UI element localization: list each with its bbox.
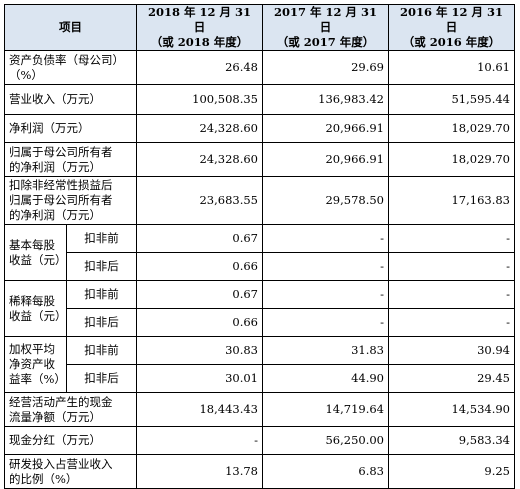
cell-2018: 23,683.55 (136, 176, 263, 225)
header-2016: 2016 年 12 月 31 日 （或 2016 年度） (388, 4, 515, 51)
row-sublabel: 扣非前 (66, 336, 137, 365)
cell-2017: 29,578.50 (262, 176, 389, 225)
cell-2018: 30.83 (136, 336, 263, 365)
cell-2016: 10.61 (388, 50, 515, 85)
cell-2016: - (388, 308, 515, 337)
cell-2016: - (388, 280, 515, 309)
cell-2018: - (136, 426, 263, 455)
header-item: 项目 (4, 4, 137, 51)
cell-2017: 6.83 (262, 454, 389, 489)
table-row-parent-net-profit-adjusted: 扣除非经常性损益后 归属于母公司所有者 的净利润（万元） 23,683.55 2… (4, 176, 515, 225)
table-row-operating-cash-flow: 经营活动产生的现金 流量净额（万元） 18,443.43 14,719.64 1… (4, 392, 515, 427)
cell-2016: - (388, 224, 515, 253)
table-row-roe-after: 扣非后 30.01 44.90 29.45 (5, 364, 515, 393)
cell-2017: - (262, 280, 389, 309)
table-row-basic-eps-before: 基本每股 收益（元） 扣非前 0.67 - - (4, 224, 515, 281)
cell-2018: 0.66 (136, 308, 263, 337)
cell-2017: 136,983.42 (262, 84, 389, 115)
cell-2018: 18,443.43 (136, 392, 263, 427)
row-sublabel: 扣非前 (66, 224, 137, 253)
cell-2016: 9,583.34 (388, 426, 515, 455)
cell-2018: 24,328.60 (136, 142, 263, 177)
cell-2017: 14,719.64 (262, 392, 389, 427)
cell-2017: - (262, 252, 389, 281)
financial-indicators-table: 项目 2018 年 12 月 31 日 （或 2018 年度） 2017 年 1… (4, 4, 515, 489)
header-2017: 2017 年 12 月 31 日 （或 2017 年度） (262, 4, 389, 51)
row-label: 归属于母公司所有者 的净利润（万元） (4, 142, 137, 177)
cell-2016: 14,534.90 (388, 392, 515, 427)
cell-2017: 20,966.91 (262, 142, 389, 177)
table-row-net-profit: 净利润（万元） 24,328.60 20,966.91 18,029.70 (4, 114, 515, 143)
row-sublabel: 扣非后 (66, 364, 137, 393)
row-label: 稀释每股 收益（元） (4, 280, 67, 337)
cell-2017: 29.69 (262, 50, 389, 85)
cell-2016: 17,163.83 (388, 176, 515, 225)
cell-2016: 30.94 (388, 336, 515, 365)
row-label: 净利润（万元） (4, 114, 137, 143)
cell-2018: 13.78 (136, 454, 263, 489)
cell-2017: 31.83 (262, 336, 389, 365)
table-row-diluted-eps-before: 稀释每股 收益（元） 扣非前 0.67 - - (4, 280, 515, 337)
cell-2018: 100,508.35 (136, 84, 263, 115)
row-label: 加权平均 净资产收 益率（%） (4, 336, 67, 393)
cell-2018: 26.48 (136, 50, 263, 85)
row-sublabel: 扣非后 (66, 252, 137, 281)
financial-table-container: 项目 2018 年 12 月 31 日 （或 2018 年度） 2017 年 1… (4, 4, 515, 489)
header-2018: 2018 年 12 月 31 日 （或 2018 年度） (136, 4, 263, 51)
cell-2016: - (388, 252, 515, 281)
cell-2016: 9.25 (388, 454, 515, 489)
table-row-basic-eps-after: 扣非后 0.66 - - (5, 252, 515, 281)
row-label: 研发投入占营业收入 的比例（%） (4, 454, 137, 489)
row-sublabel: 扣非后 (66, 308, 137, 337)
row-label: 营业收入（万元） (4, 84, 137, 115)
cell-2018: 0.67 (136, 280, 263, 309)
cell-2018: 0.66 (136, 252, 263, 281)
table-row-rd-ratio: 研发投入占营业收入 的比例（%） 13.78 6.83 9.25 (4, 454, 515, 489)
cell-2016: 18,029.70 (388, 142, 515, 177)
table-row-revenue: 营业收入（万元） 100,508.35 136,983.42 51,595.44 (4, 84, 515, 115)
table-row-debt-ratio: 资产负债率（母公司） （%） 26.48 29.69 10.61 (4, 50, 515, 85)
row-label: 现金分红（万元） (4, 426, 137, 455)
cell-2016: 18,029.70 (388, 114, 515, 143)
cell-2016: 51,595.44 (388, 84, 515, 115)
table-row-parent-net-profit: 归属于母公司所有者 的净利润（万元） 24,328.60 20,966.91 1… (4, 142, 515, 177)
cell-2017: 44.90 (262, 364, 389, 393)
row-label: 基本每股 收益（元） (4, 224, 67, 281)
cell-2017: - (262, 308, 389, 337)
table-row-roe-before: 加权平均 净资产收 益率（%） 扣非前 30.83 31.83 30.94 (4, 336, 515, 393)
cell-2017: - (262, 224, 389, 253)
row-label: 经营活动产生的现金 流量净额（万元） (4, 392, 137, 427)
table-header-row: 项目 2018 年 12 月 31 日 （或 2018 年度） 2017 年 1… (4, 4, 515, 51)
row-sublabel: 扣非前 (66, 280, 137, 309)
cell-2018: 24,328.60 (136, 114, 263, 143)
table-row-diluted-eps-after: 扣非后 0.66 - - (5, 308, 515, 337)
row-label: 扣除非经常性损益后 归属于母公司所有者 的净利润（万元） (4, 176, 137, 225)
cell-2018: 30.01 (136, 364, 263, 393)
cell-2018: 0.67 (136, 224, 263, 253)
table-row-cash-dividend: 现金分红（万元） - 56,250.00 9,583.34 (4, 426, 515, 455)
cell-2017: 20,966.91 (262, 114, 389, 143)
row-label: 资产负债率（母公司） （%） (4, 50, 137, 85)
cell-2017: 56,250.00 (262, 426, 389, 455)
cell-2016: 29.45 (388, 364, 515, 393)
